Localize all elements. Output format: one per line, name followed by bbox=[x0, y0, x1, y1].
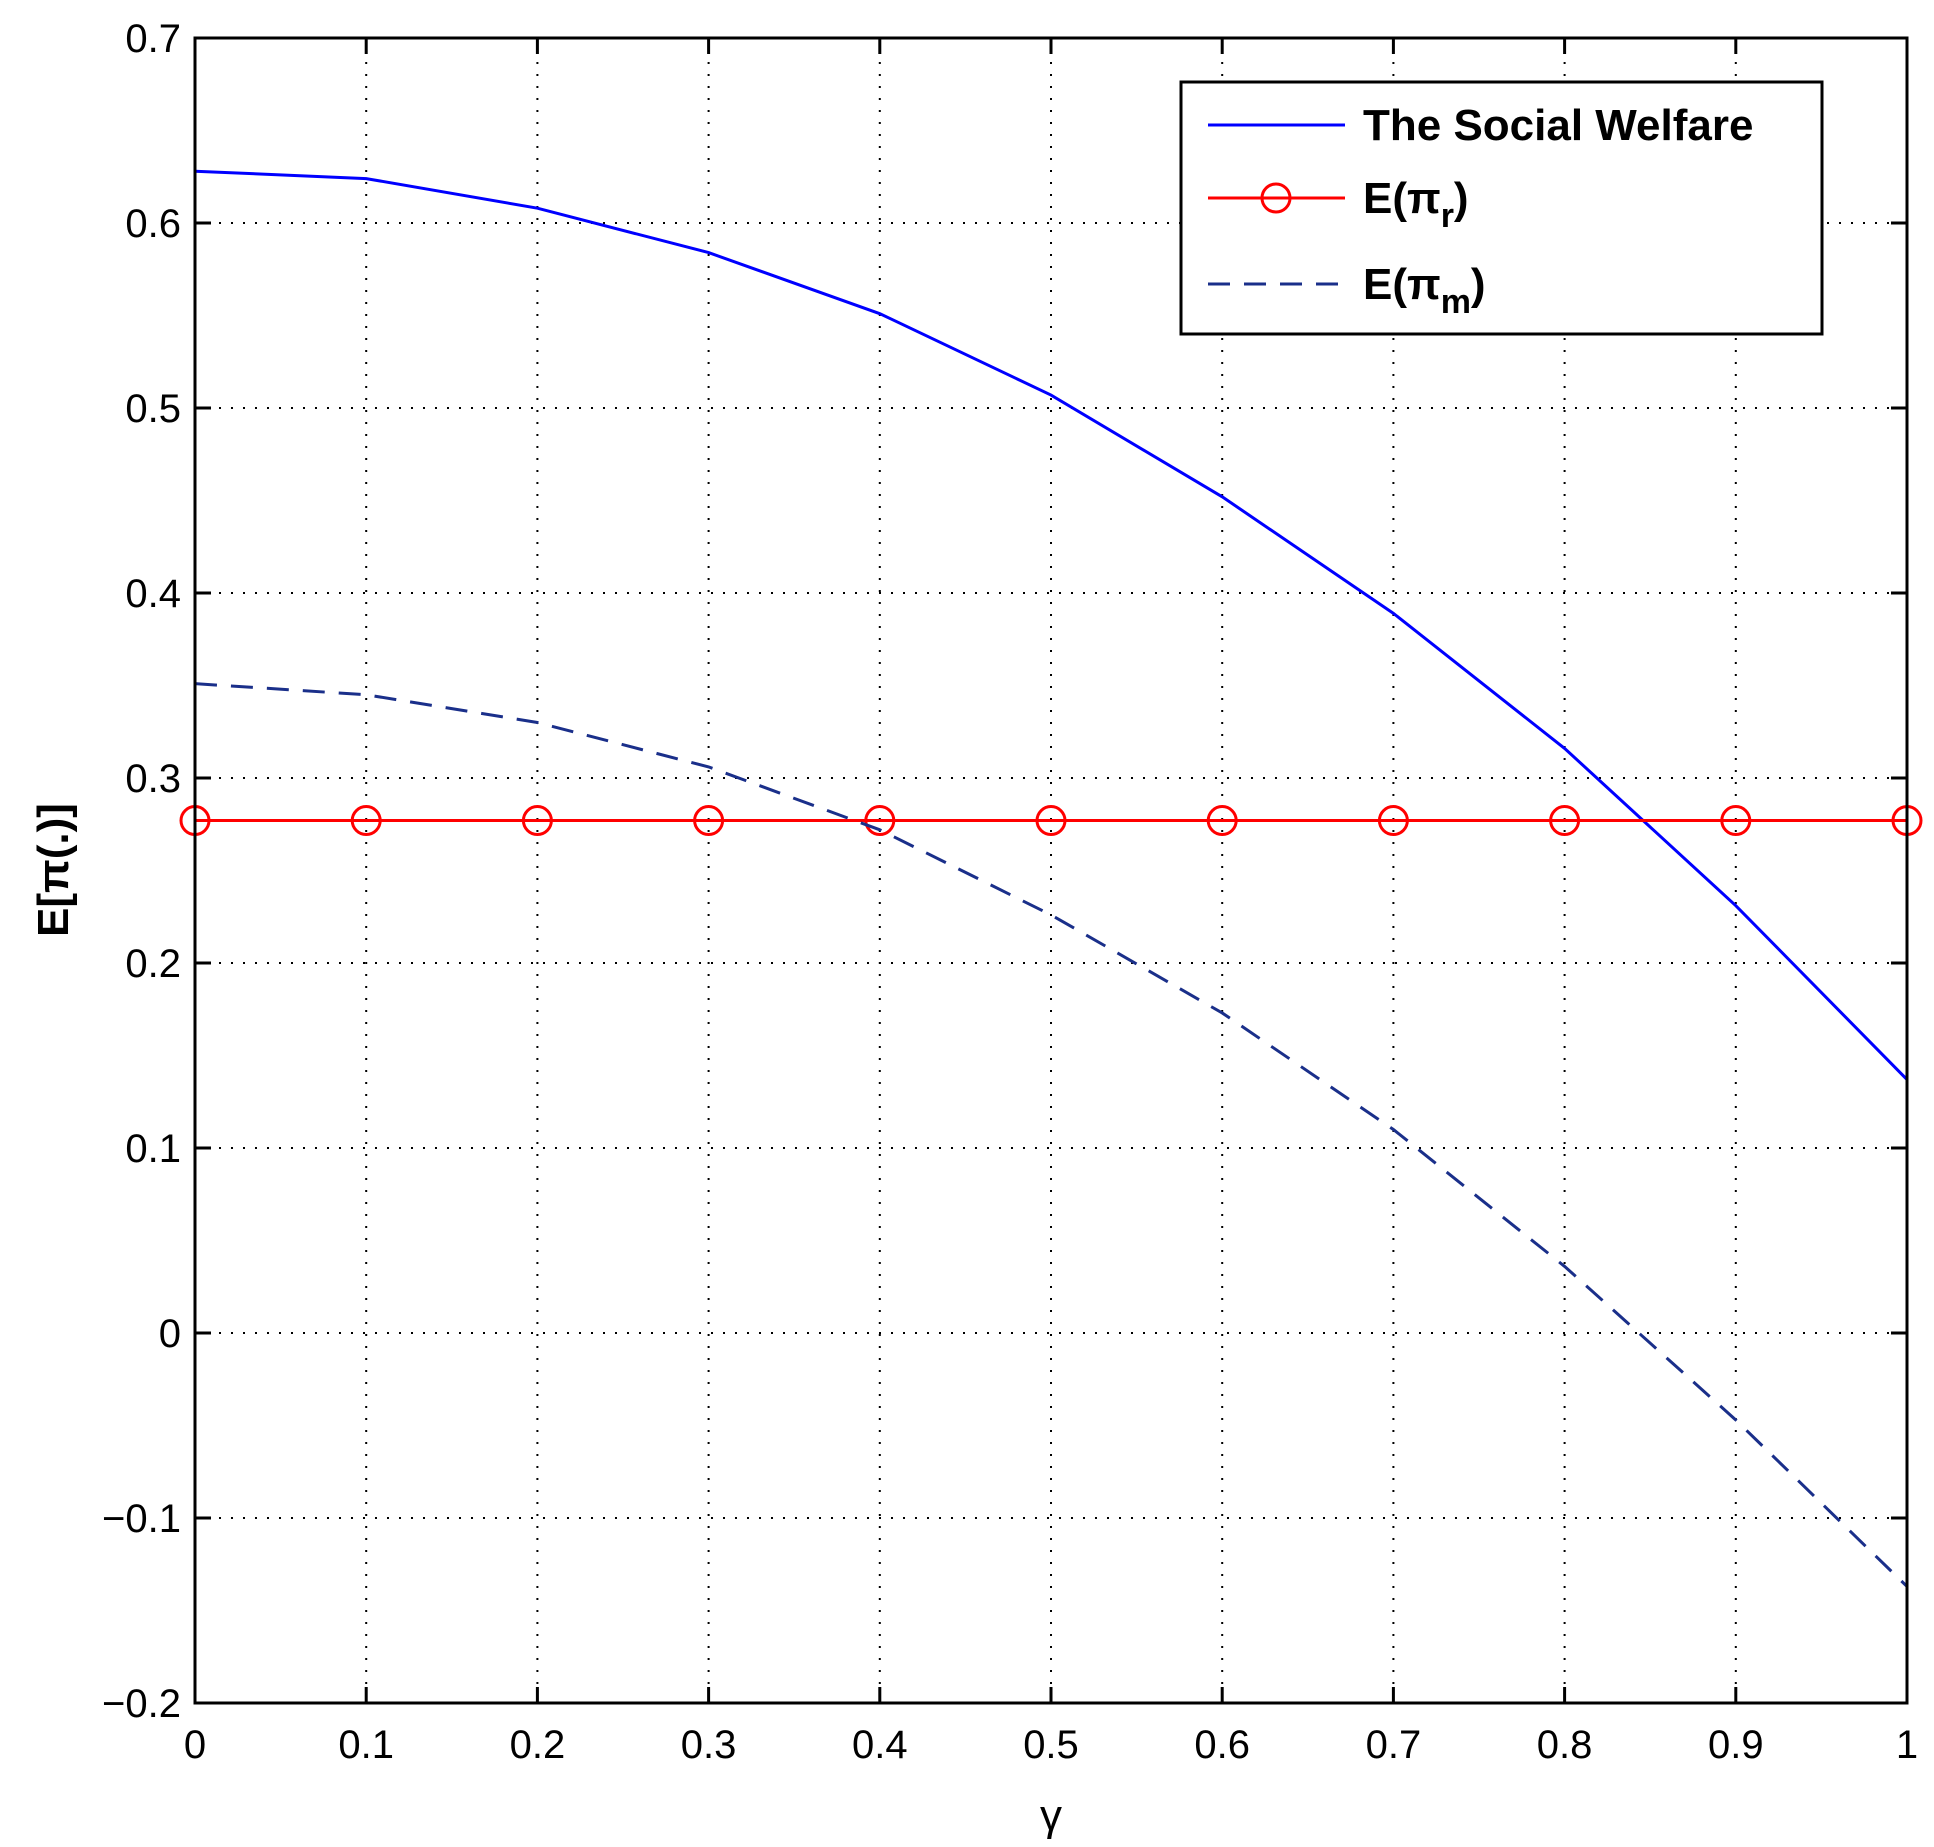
y-axis-label: E[π(.)] bbox=[29, 803, 78, 937]
data-point bbox=[1720, 805, 1752, 837]
legend-label: E(πr) bbox=[1363, 174, 1469, 235]
y-tick-label: 0.1 bbox=[125, 1127, 181, 1171]
y-tick-label: 0.7 bbox=[125, 17, 181, 61]
data-point bbox=[350, 805, 382, 837]
legend-entry: The Social Welfare bbox=[1208, 101, 1753, 150]
data-point bbox=[521, 805, 553, 837]
data-point bbox=[693, 805, 725, 837]
x-tick-label: 0.2 bbox=[510, 1723, 566, 1767]
x-tick-label: 0.6 bbox=[1194, 1723, 1250, 1767]
series-layer bbox=[179, 169, 1923, 1588]
y-tick-labels: −0.2 −0.1 0 0.1 0.2 0.3 0.4 0.5 0.6 0.7 bbox=[102, 17, 181, 1726]
legend: The Social Welfare E(πr) E(πm) bbox=[1179, 80, 1824, 336]
y-tick-label: −0.1 bbox=[102, 1497, 181, 1541]
data-point bbox=[1206, 805, 1238, 837]
y-tick-label: −0.2 bbox=[102, 1682, 181, 1726]
legend-label: E(πm) bbox=[1363, 260, 1486, 321]
data-point bbox=[1549, 805, 1581, 837]
series-line bbox=[194, 682, 1909, 1588]
legend-entry: E(πr) bbox=[1208, 174, 1469, 235]
series-the-social-welfare bbox=[194, 169, 1909, 1081]
y-tick-label: 0 bbox=[159, 1312, 181, 1356]
legend-marker bbox=[1260, 182, 1292, 214]
x-tick-label: 0.5 bbox=[1023, 1723, 1079, 1767]
series-e-r bbox=[179, 805, 1923, 837]
legend-label: The Social Welfare bbox=[1363, 101, 1753, 150]
x-tick-labels: 0 0.1 0.2 0.3 0.4 0.5 0.6 0.7 0.8 0.9 1 bbox=[184, 1723, 1918, 1767]
x-tick-label: 0 bbox=[184, 1723, 206, 1767]
x-tick-label: 1 bbox=[1896, 1723, 1918, 1767]
legend-entries: The Social Welfare E(πr) E(πm) bbox=[1208, 101, 1753, 321]
series-line bbox=[194, 169, 1909, 1081]
x-tick-label: 0.4 bbox=[852, 1723, 908, 1767]
y-tick-label: 0.4 bbox=[125, 572, 181, 616]
x-axis-label: γ bbox=[1040, 1791, 1062, 1840]
data-point bbox=[864, 805, 896, 837]
axis-ticks bbox=[193, 36, 1909, 1705]
legend-entry: E(πm) bbox=[1208, 260, 1486, 321]
x-tick-label: 0.7 bbox=[1366, 1723, 1422, 1767]
y-tick-label: 0.2 bbox=[125, 942, 181, 986]
data-point bbox=[1377, 805, 1409, 837]
x-tick-label: 0.8 bbox=[1537, 1723, 1593, 1767]
data-point bbox=[1035, 805, 1067, 837]
y-tick-label: 0.3 bbox=[125, 757, 181, 801]
y-tick-label: 0.6 bbox=[125, 202, 181, 246]
x-tick-label: 0.3 bbox=[681, 1723, 737, 1767]
x-tick-label: 0.1 bbox=[338, 1723, 394, 1767]
series-e-m bbox=[194, 682, 1909, 1588]
y-tick-label: 0.5 bbox=[125, 387, 181, 431]
x-tick-label: 0.9 bbox=[1708, 1723, 1764, 1767]
